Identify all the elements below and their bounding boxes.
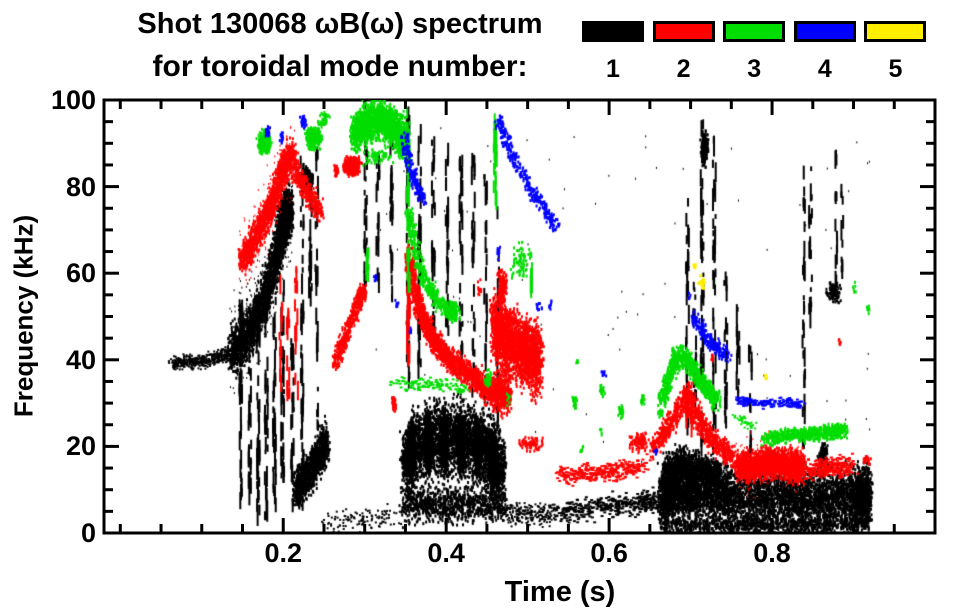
chart-title-line1: Shot 130068 ωB(ω) spectrum [137, 8, 543, 40]
x-tick-label: 0.4 [427, 538, 465, 568]
legend-swatch-icon [582, 21, 644, 42]
legend-swatch-icon [652, 21, 715, 42]
x-tick-label: 0.8 [753, 538, 791, 568]
legend-swatch-icon [864, 21, 927, 42]
y-tick-label: 40 [65, 344, 96, 375]
x-axis-label: Time (s) [504, 576, 616, 608]
y-tick-label: 0 [80, 518, 96, 548]
legend-swatch-icon [723, 21, 786, 42]
chart-title-line2: for toroidal mode number: [152, 50, 528, 83]
legend-swatch-icon [793, 21, 856, 42]
y-tick-label: 80 [65, 171, 96, 202]
x-tick-label: 0.2 [264, 538, 302, 568]
legend-mode-number: 2 [676, 55, 691, 83]
legend-mode-number: 4 [817, 55, 832, 83]
plot-canvas [104, 100, 935, 533]
y-tick-label: 100 [50, 85, 96, 115]
y-tick-label: 20 [65, 431, 96, 462]
y-tick-label: 60 [65, 258, 96, 289]
legend-mode-number: 3 [747, 55, 762, 83]
x-tick-label: 0.6 [590, 538, 628, 568]
legend-mode-number: 1 [606, 55, 620, 83]
legend-mode-number: 5 [888, 55, 903, 83]
